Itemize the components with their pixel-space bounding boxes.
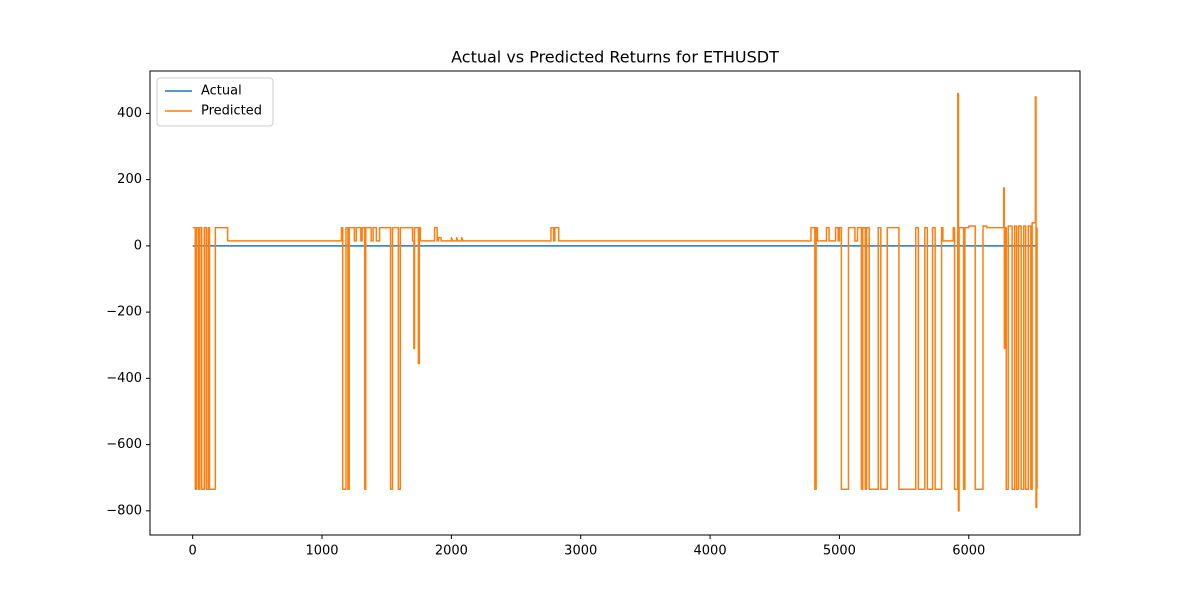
x-tick-label: 5000 (823, 544, 856, 559)
x-tick-label: 1000 (305, 544, 338, 559)
y-tick-label: 200 (117, 172, 142, 187)
chart-title: Actual vs Predicted Returns for ETHUSDT (451, 48, 779, 67)
legend-label: Predicted (201, 104, 262, 119)
legend-label: Actual (201, 84, 242, 99)
y-tick-label: −200 (106, 305, 142, 320)
y-tick-label: 0 (134, 238, 142, 253)
y-tick-label: −400 (106, 371, 142, 386)
x-tick-label: 2000 (435, 544, 468, 559)
x-tick-label: 6000 (952, 544, 985, 559)
y-tick-label: −600 (106, 437, 142, 452)
x-tick-label: 4000 (694, 544, 727, 559)
y-tick-label: 400 (117, 106, 142, 121)
x-tick-label: 0 (189, 544, 197, 559)
data-line (192, 92, 1038, 512)
plot-frame (149, 70, 1081, 536)
x-tick-label: 3000 (564, 544, 597, 559)
legend-box (156, 77, 274, 127)
y-tick-label: −800 (106, 503, 142, 518)
